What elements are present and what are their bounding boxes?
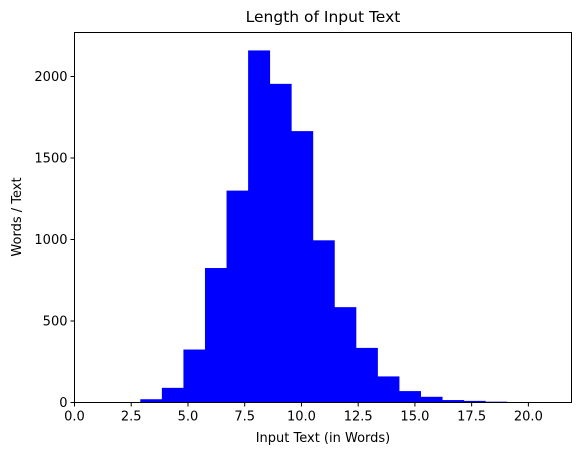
y-tick-label: 1000 bbox=[34, 233, 67, 248]
histogram-bar-4 bbox=[183, 349, 206, 403]
histogram-bar-11 bbox=[334, 307, 357, 403]
x-tick-label: 12.5 bbox=[344, 410, 373, 425]
histogram-bar-13 bbox=[377, 376, 400, 403]
histogram-bar-12 bbox=[355, 347, 378, 403]
x-tick-label: 0.0 bbox=[64, 410, 85, 425]
histogram-bar-8 bbox=[269, 83, 292, 403]
histogram-bar-2 bbox=[140, 399, 163, 403]
x-tick-label: 7.5 bbox=[234, 410, 255, 425]
chart-title: Length of Input Text bbox=[246, 8, 401, 26]
y-axis-label: Words / Text bbox=[10, 177, 25, 256]
histogram-bar-16 bbox=[442, 400, 465, 403]
y-tick-label: 0 bbox=[59, 396, 67, 411]
x-tick-label: 20.0 bbox=[514, 410, 543, 425]
x-axis-label: Input Text (in Words) bbox=[256, 431, 391, 446]
histogram-bar-9 bbox=[291, 131, 314, 403]
plot-frame bbox=[74, 32, 572, 403]
histogram-bar-6 bbox=[226, 190, 249, 403]
x-tick-label: 15.0 bbox=[400, 410, 429, 425]
y-tick-label: 500 bbox=[43, 315, 68, 330]
histogram-bar-17 bbox=[463, 400, 486, 403]
histogram-bar-14 bbox=[399, 391, 421, 403]
histogram-bar-15 bbox=[420, 396, 443, 403]
histogram-bar-3 bbox=[161, 387, 184, 403]
y-tick-label: 1500 bbox=[34, 152, 67, 167]
bars-group bbox=[118, 50, 551, 403]
y-tick-label: 2000 bbox=[34, 70, 67, 85]
x-tick-label: 10.0 bbox=[287, 410, 316, 425]
x-tick-label: 2.5 bbox=[121, 410, 142, 425]
histogram-bar-7 bbox=[248, 50, 271, 403]
histogram-bar-5 bbox=[204, 268, 227, 403]
x-tick-label: 17.5 bbox=[457, 410, 486, 425]
histogram-bar-10 bbox=[312, 240, 335, 403]
y-axis: 0 500 1000 1500 2000 bbox=[34, 70, 75, 411]
x-axis: 0.0 2.5 5.0 7.5 10.0 12.5 15.0 17.5 20.0 bbox=[64, 402, 543, 425]
x-tick-label: 5.0 bbox=[178, 410, 199, 425]
